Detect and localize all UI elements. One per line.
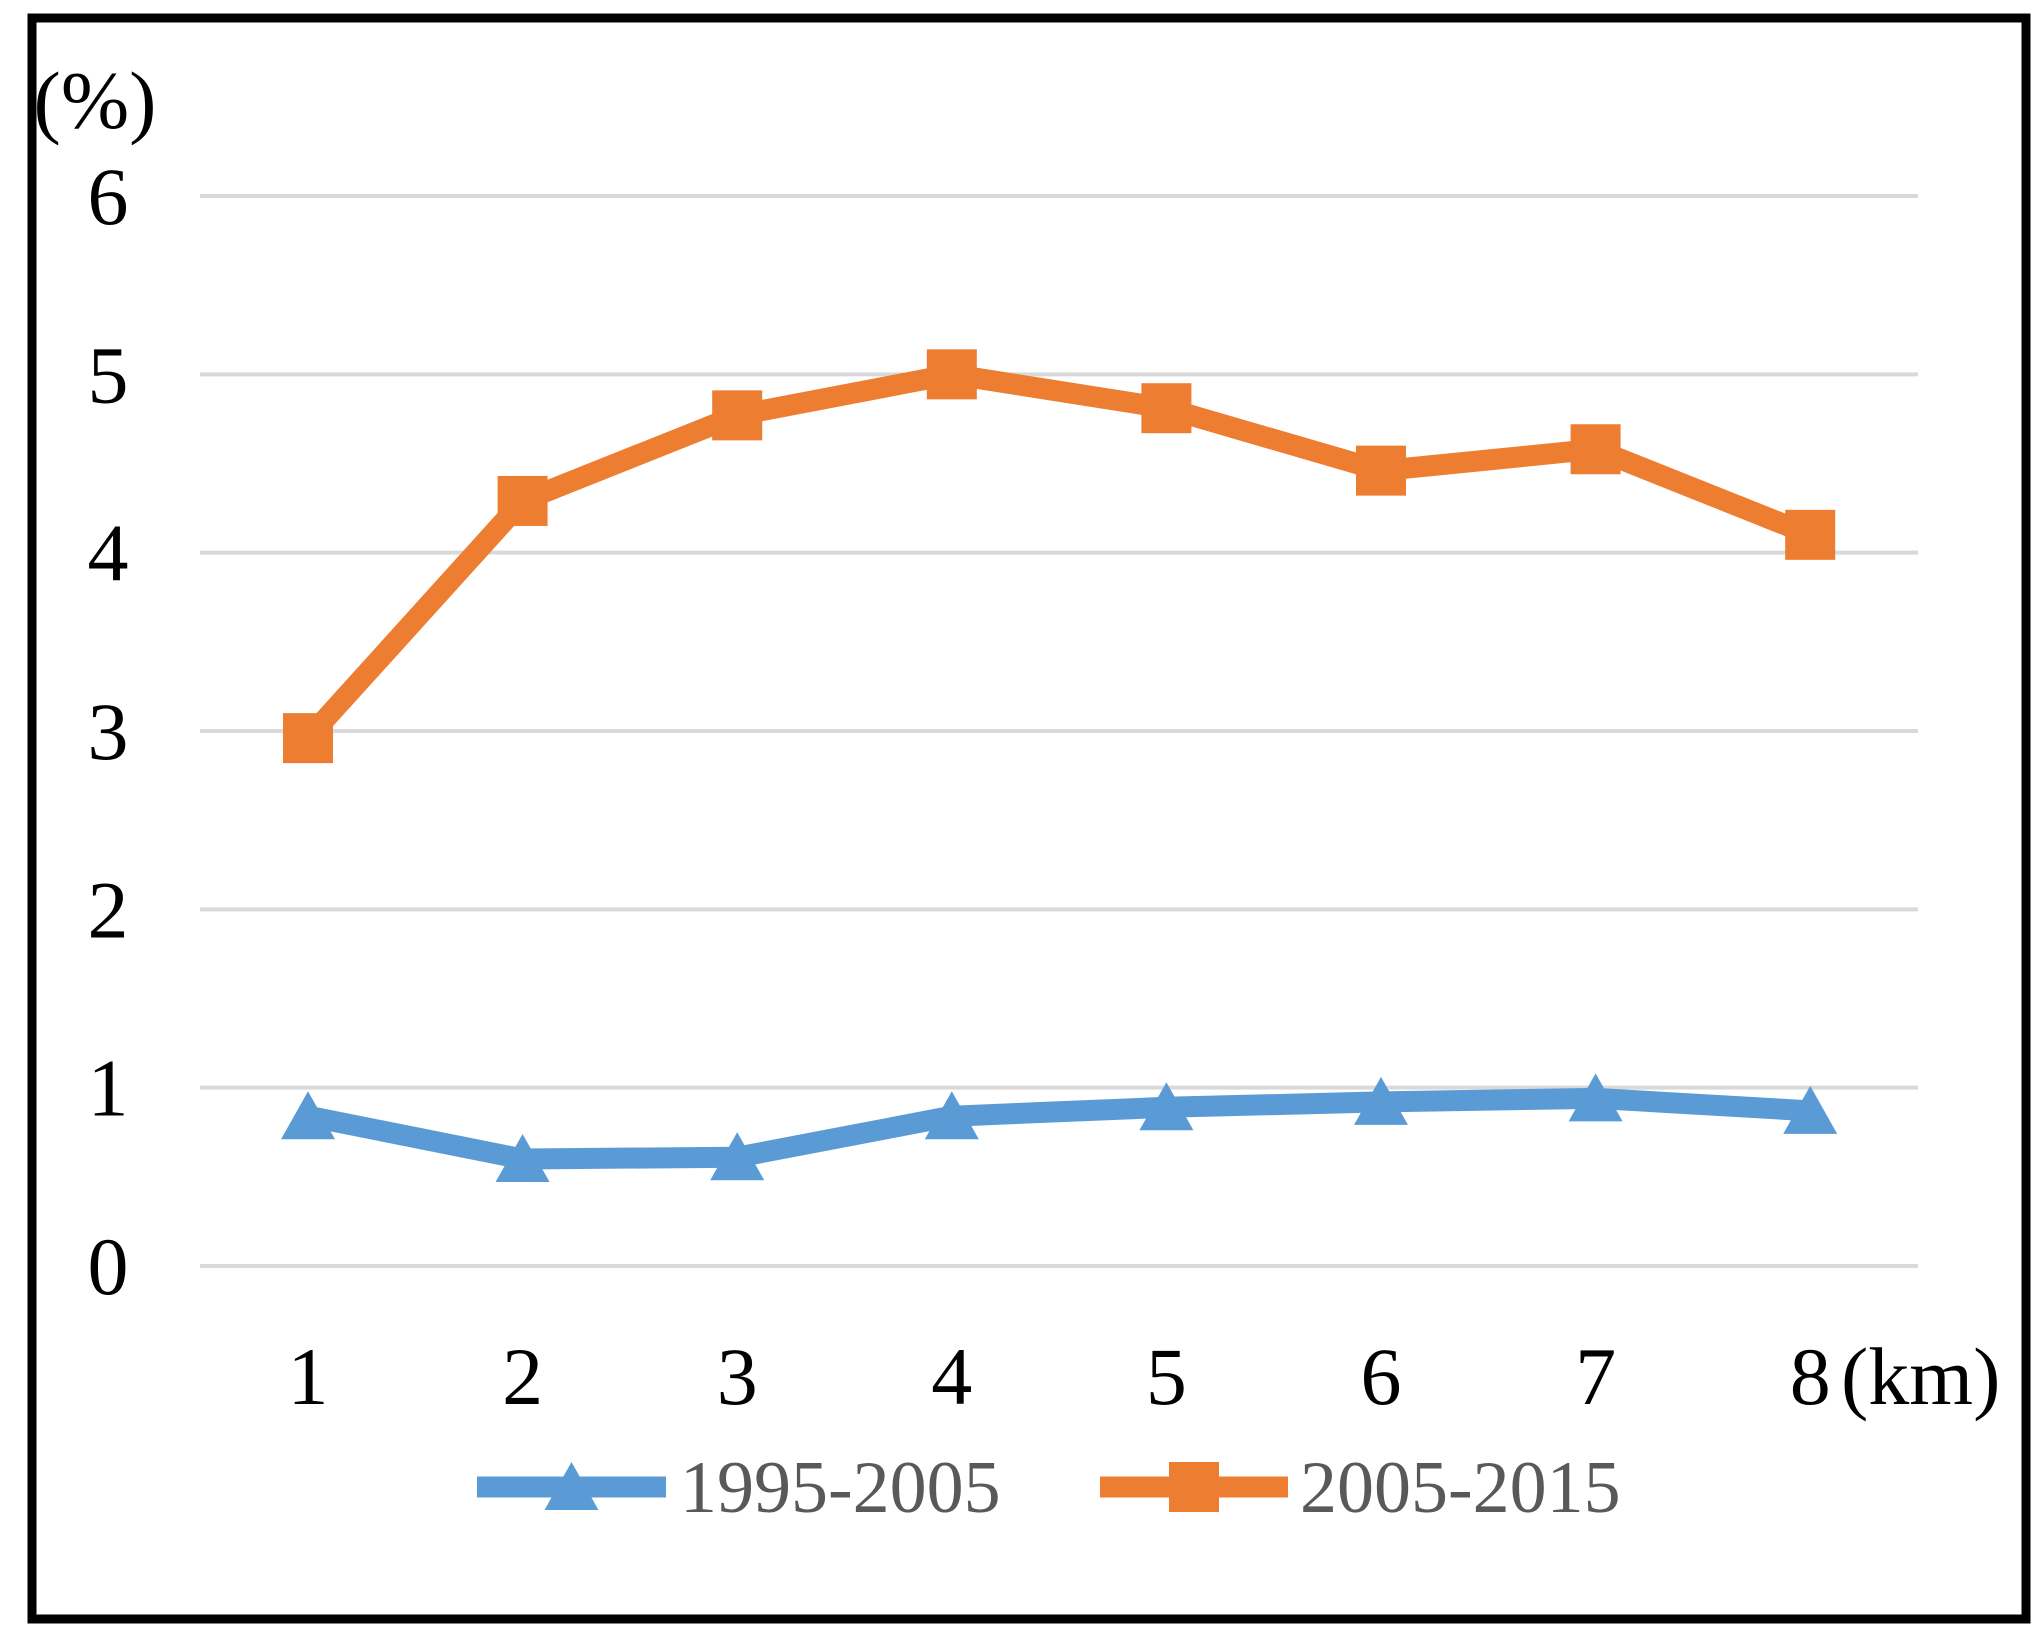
y-tick-label-4: 4 [88,508,129,599]
series-2005-2015 [283,349,1836,764]
legend-label-2005-2015: 2005-2015 [1300,1447,1621,1529]
data-point-2005-2015-x3 [712,390,763,441]
data-point-1995-2005-x6 [1354,1076,1408,1125]
y-tick-label-0: 0 [88,1221,129,1312]
x-tick-label-8: 8 [1790,1331,1831,1422]
y-tick-label-1: 1 [88,1043,129,1134]
x-tick-label-6: 6 [1361,1331,1402,1422]
x-tick-label-2: 2 [502,1331,543,1422]
series-line-1995-2005 [305,1087,1811,1170]
legend-marker-1995-2005 [544,1462,599,1510]
x-axis-tick-labels: 1 2 3 4 5 6 7 8 [288,1331,1831,1422]
legend-item-2005-2015: 2005-2015 [1100,1447,1621,1529]
legend-item-1995-2005: 1995-2005 [477,1447,1001,1529]
data-point-1995-2005-x1 [281,1091,335,1140]
x-tick-label-7: 7 [1575,1331,1616,1422]
data-point-2005-2015-x7 [1570,424,1621,475]
legend-label-1995-2005: 1995-2005 [680,1447,1001,1529]
series-group [281,349,1838,1183]
y-axis-tick-labels: 0 1 2 3 4 5 6 [88,151,129,1312]
data-point-2005-2015-x2 [497,475,548,526]
data-point-2005-2015-x6 [1356,445,1406,496]
legend: 1995-2005 2005-2015 [477,1447,1621,1529]
data-point-1995-2005-x2 [495,1134,550,1183]
data-point-2005-2015-x5 [1141,383,1192,434]
chart-border [27,13,2031,1624]
data-point-1995-2005-x8 [1783,1085,1838,1134]
y-tick-label-2: 2 [88,864,129,955]
series-1995-2005 [281,1073,1838,1183]
y-tick-label-3: 3 [88,686,129,777]
data-point-1995-2005-x7 [1568,1073,1623,1122]
x-tick-label-4: 4 [931,1331,972,1422]
data-point-2005-2015-x8 [1785,509,1836,560]
data-point-1995-2005-x3 [710,1132,765,1181]
y-tick-label-6: 6 [88,151,129,242]
x-tick-label-5: 5 [1146,1331,1187,1422]
data-point-2005-2015-x1 [283,713,333,764]
data-point-1995-2005-x5 [1139,1082,1194,1131]
legend-marker-2005-2015 [1169,1462,1219,1512]
series-line-2005-2015 [300,363,1815,746]
data-point-1995-2005-x4 [924,1091,979,1140]
x-axis-unit-label: (km) [1841,1331,2000,1422]
x-tick-label-1: 1 [288,1331,329,1422]
y-axis-unit-label: (%) [34,55,157,146]
data-point-2005-2015-x4 [926,349,977,400]
y-tick-label-5: 5 [88,329,129,420]
x-tick-label-3: 3 [717,1331,758,1422]
